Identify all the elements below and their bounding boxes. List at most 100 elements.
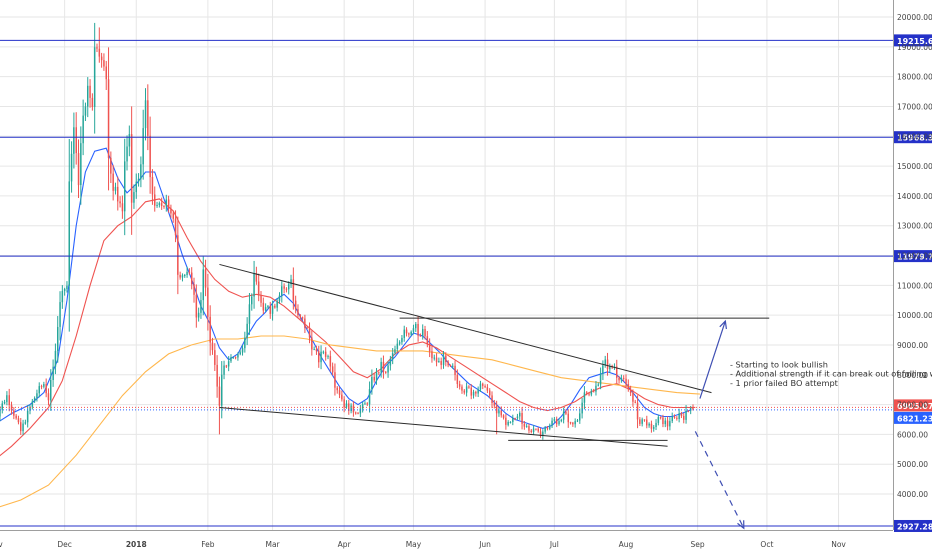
candle-body <box>410 331 412 335</box>
candle-body <box>47 393 50 401</box>
candle-body <box>121 203 124 212</box>
candle-body <box>322 351 325 353</box>
candle-body <box>334 372 336 388</box>
y-tick-label: 8000.00 <box>897 371 928 380</box>
y-tick-label: 16000.00 <box>897 132 932 141</box>
candle-body <box>246 323 248 338</box>
candle-body <box>237 354 239 358</box>
candle-body <box>572 422 574 425</box>
candle-body <box>54 350 57 367</box>
candle-body <box>516 416 519 419</box>
candle-body <box>565 411 567 414</box>
y-tick-label: 20000.00 <box>897 13 932 22</box>
candle-body <box>583 392 586 403</box>
candle-body <box>431 351 433 359</box>
candle-body <box>535 428 537 430</box>
candle-body <box>435 357 438 363</box>
candle-body <box>140 164 142 179</box>
x-tick-label: Jun <box>478 540 491 549</box>
candle-body <box>417 324 419 336</box>
candle-body <box>636 402 639 420</box>
candle-body <box>692 407 694 410</box>
candle-body <box>597 384 599 386</box>
candle-body <box>202 269 204 301</box>
candle-body <box>385 371 387 373</box>
candle-body <box>281 286 283 296</box>
candle-body <box>248 304 251 324</box>
candle-body <box>454 365 456 375</box>
candle-body <box>186 271 188 275</box>
candle-body <box>45 384 47 394</box>
candle-body <box>590 391 593 395</box>
current-price-tag <box>894 399 932 412</box>
candle-body <box>567 413 569 423</box>
candle-body <box>313 349 315 351</box>
candle-body <box>632 392 634 402</box>
candle-body <box>17 418 20 423</box>
level-price-label: 2927.28 <box>897 522 932 531</box>
candle-body <box>311 337 313 350</box>
candle-body <box>50 379 52 401</box>
candle-body <box>673 416 676 418</box>
x-tick-label: Feb <box>201 540 215 549</box>
candle-body <box>22 423 24 432</box>
candle-body <box>75 127 77 154</box>
candle-body <box>470 387 472 396</box>
candle-body <box>355 412 357 414</box>
candle-body <box>639 419 641 424</box>
candle-body <box>253 273 255 297</box>
x-axis[interactable]: Nov Dec 2018 Feb Mar Apr May Jun Jul Aug Sep Oct Nov <box>0 540 846 549</box>
bearish-projection-arrow <box>694 431 745 529</box>
moving-average-2 <box>0 198 696 457</box>
x-tick-label: Dec <box>57 540 72 549</box>
y-axis[interactable]: 4000.00 5000.00 6000.00 7000.00 8000.00 9000.… <box>894 0 932 530</box>
candle-body <box>486 387 489 391</box>
candle-body <box>479 383 482 390</box>
candle-body <box>521 413 523 424</box>
candle-body <box>419 335 422 337</box>
candle-body <box>380 361 382 373</box>
y-tick-label: 13000.00 <box>897 222 932 231</box>
candle-body <box>188 271 191 273</box>
candle-body <box>315 349 318 352</box>
candle-body <box>616 366 618 378</box>
candle-body <box>350 405 352 411</box>
candle-body <box>308 327 311 338</box>
candle-body <box>359 408 362 414</box>
candle-body <box>634 401 636 403</box>
candle-body <box>61 291 64 303</box>
candle-body <box>382 361 385 372</box>
candle-body <box>149 135 151 178</box>
candle-body <box>622 377 625 379</box>
candle-body <box>391 353 394 360</box>
candle-body <box>167 199 170 209</box>
candle-body <box>405 329 408 334</box>
candle-body <box>403 329 405 338</box>
candle-body <box>117 186 119 202</box>
candle-body <box>264 307 267 311</box>
candle-body <box>463 390 465 393</box>
candle-body <box>458 384 461 387</box>
candle-body <box>13 410 15 416</box>
candle-body <box>269 306 271 314</box>
candle-body <box>274 305 276 308</box>
candle-body <box>475 391 477 394</box>
candle-body <box>306 327 308 329</box>
candle-body <box>329 356 332 367</box>
candle-body <box>428 343 431 352</box>
candle-body <box>103 60 105 67</box>
candle-body <box>357 413 359 415</box>
candle-body <box>389 359 392 366</box>
y-tick-label: 10000.00 <box>897 311 932 320</box>
candle-body <box>662 417 664 425</box>
level-price-tag <box>894 34 932 47</box>
candle-body <box>80 143 82 185</box>
candle-body <box>666 420 669 427</box>
candle-body <box>33 398 36 402</box>
candle-body <box>447 361 449 366</box>
trend-line <box>219 263 712 394</box>
moving-average-1 <box>0 147 691 429</box>
candle-body <box>63 289 66 291</box>
candle-body <box>519 413 521 417</box>
